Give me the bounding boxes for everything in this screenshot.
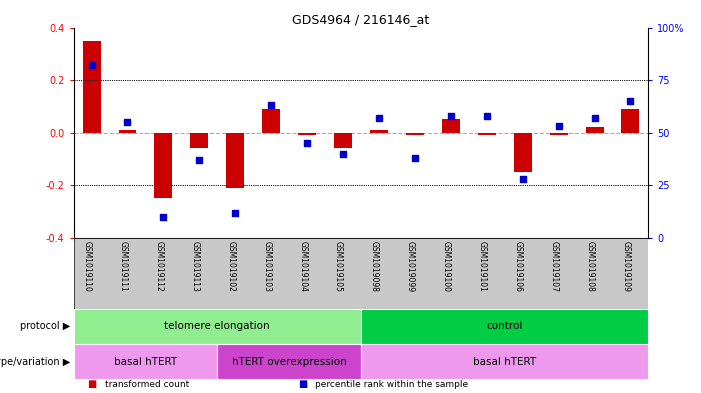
Bar bbox=[406, 132, 424, 135]
Point bbox=[158, 213, 169, 220]
Bar bbox=[262, 109, 280, 132]
Text: telomere elongation: telomere elongation bbox=[165, 321, 270, 331]
Text: percentile rank within the sample: percentile rank within the sample bbox=[315, 380, 468, 389]
Point bbox=[445, 113, 456, 119]
Point bbox=[86, 62, 97, 68]
Bar bbox=[118, 130, 137, 132]
Bar bbox=[298, 132, 316, 135]
Text: GSM1019111: GSM1019111 bbox=[118, 241, 128, 292]
Text: control: control bbox=[486, 321, 523, 331]
Bar bbox=[83, 40, 100, 132]
Bar bbox=[478, 132, 496, 135]
Text: GSM1019105: GSM1019105 bbox=[334, 241, 343, 292]
Point bbox=[266, 102, 277, 108]
Point bbox=[230, 209, 241, 216]
Text: GSM1019112: GSM1019112 bbox=[154, 241, 163, 292]
Bar bbox=[74, 309, 361, 344]
Point bbox=[517, 176, 529, 182]
Text: GSM1019099: GSM1019099 bbox=[406, 241, 415, 292]
Bar bbox=[370, 130, 388, 132]
Bar bbox=[191, 132, 208, 149]
Bar bbox=[622, 109, 639, 132]
Point bbox=[553, 123, 564, 129]
Text: GSM1019103: GSM1019103 bbox=[262, 241, 271, 292]
Point bbox=[193, 157, 205, 163]
Point bbox=[337, 151, 348, 157]
Text: GSM1019100: GSM1019100 bbox=[442, 241, 451, 292]
Text: GSM1019108: GSM1019108 bbox=[585, 241, 594, 292]
Text: GSM1019107: GSM1019107 bbox=[550, 241, 559, 292]
Point bbox=[625, 98, 636, 104]
Text: transformed count: transformed count bbox=[105, 380, 189, 389]
Point bbox=[374, 115, 385, 121]
Point bbox=[481, 113, 492, 119]
Text: protocol ▶: protocol ▶ bbox=[20, 321, 70, 331]
Bar bbox=[74, 344, 217, 379]
Text: GSM1019110: GSM1019110 bbox=[83, 241, 92, 292]
Bar bbox=[361, 309, 648, 344]
Point bbox=[589, 115, 600, 121]
Point bbox=[301, 140, 313, 146]
Text: ■: ■ bbox=[298, 379, 307, 389]
Text: basal hTERT: basal hTERT bbox=[473, 356, 536, 367]
Title: GDS4964 / 216146_at: GDS4964 / 216146_at bbox=[292, 13, 430, 26]
Bar bbox=[585, 127, 604, 132]
Point bbox=[409, 155, 421, 161]
Text: GSM1019109: GSM1019109 bbox=[622, 241, 630, 292]
Text: GSM1019104: GSM1019104 bbox=[298, 241, 307, 292]
Bar bbox=[514, 132, 531, 172]
Text: ■: ■ bbox=[88, 379, 97, 389]
Point bbox=[122, 119, 133, 125]
Bar bbox=[226, 132, 244, 188]
Bar bbox=[217, 344, 361, 379]
Text: basal hTERT: basal hTERT bbox=[114, 356, 177, 367]
Text: genotype/variation ▶: genotype/variation ▶ bbox=[0, 356, 70, 367]
Bar bbox=[361, 344, 648, 379]
Bar bbox=[550, 132, 568, 135]
Text: GSM1019098: GSM1019098 bbox=[370, 241, 379, 292]
Text: GSM1019102: GSM1019102 bbox=[226, 241, 236, 292]
Text: hTERT overexpression: hTERT overexpression bbox=[232, 356, 346, 367]
Text: GSM1019113: GSM1019113 bbox=[191, 241, 199, 292]
Bar bbox=[442, 119, 460, 132]
Text: GSM1019106: GSM1019106 bbox=[514, 241, 523, 292]
Bar bbox=[154, 132, 172, 198]
Bar bbox=[334, 132, 352, 149]
Text: GSM1019101: GSM1019101 bbox=[478, 241, 486, 292]
